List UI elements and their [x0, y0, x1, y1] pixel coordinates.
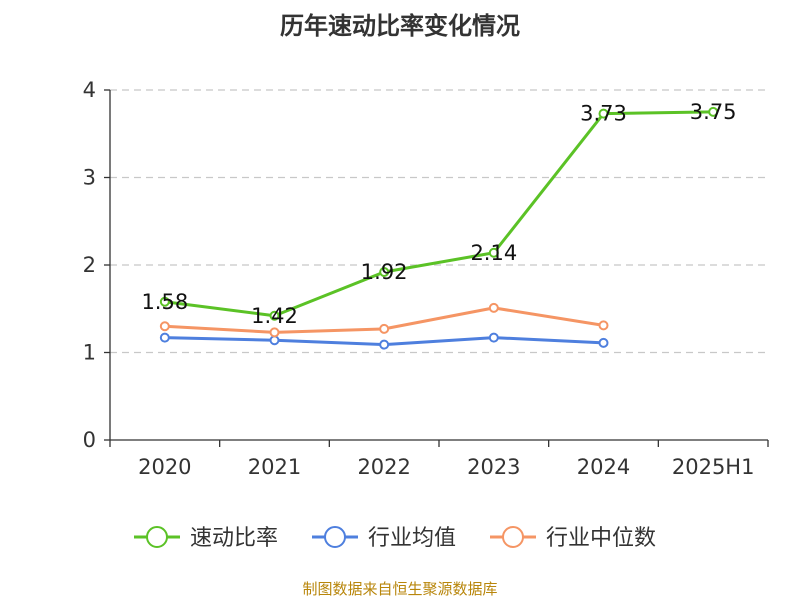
legend-label: 行业均值: [368, 526, 456, 551]
data-point: [379, 339, 390, 350]
data-point: [598, 108, 609, 119]
y-tick-label: 3: [83, 166, 96, 190]
x-tick-label: 2020: [138, 455, 191, 479]
y-tick-label: 1: [83, 341, 96, 365]
legend-marker: [146, 526, 168, 548]
data-point: [269, 327, 280, 338]
legend-marker: [324, 526, 346, 548]
x-tick-label: 2025H1: [672, 455, 755, 479]
data-point: [598, 337, 609, 348]
x-tick-label: 2024: [577, 455, 630, 479]
legend-label: 行业中位数: [546, 526, 656, 551]
data-label: 1.58: [141, 290, 188, 314]
data-point: [488, 332, 499, 343]
y-tick-label: 4: [83, 78, 96, 102]
data-point: [269, 335, 280, 346]
data-label: 3.73: [580, 102, 627, 126]
series-line: [164, 110, 714, 318]
data-point: [379, 323, 390, 334]
data-point: [598, 320, 609, 331]
data-point: [159, 332, 170, 343]
x-tick-label: 2022: [357, 455, 410, 479]
legend-label: 速动比率: [190, 526, 278, 551]
chart-title: 历年速动比率变化情况: [280, 12, 520, 40]
data-point: [159, 296, 170, 307]
data-label: 1.42: [251, 304, 298, 328]
y-tick-label: 2: [83, 253, 96, 277]
data-label: 3.75: [690, 100, 737, 124]
data-point: [708, 106, 719, 117]
data-point: [488, 247, 499, 258]
data-label: 1.92: [361, 260, 408, 284]
data-point: [488, 302, 499, 313]
y-tick-label: 0: [83, 428, 96, 452]
legend-marker: [502, 526, 524, 548]
x-tick-label: 2021: [248, 455, 301, 479]
data-point: [269, 310, 280, 321]
data-point: [159, 321, 170, 332]
data-label: 2.14: [470, 241, 517, 265]
x-tick-label: 2023: [467, 455, 520, 479]
source-note: 制图数据来自恒生聚源数据库: [302, 580, 498, 598]
data-point: [379, 267, 390, 277]
